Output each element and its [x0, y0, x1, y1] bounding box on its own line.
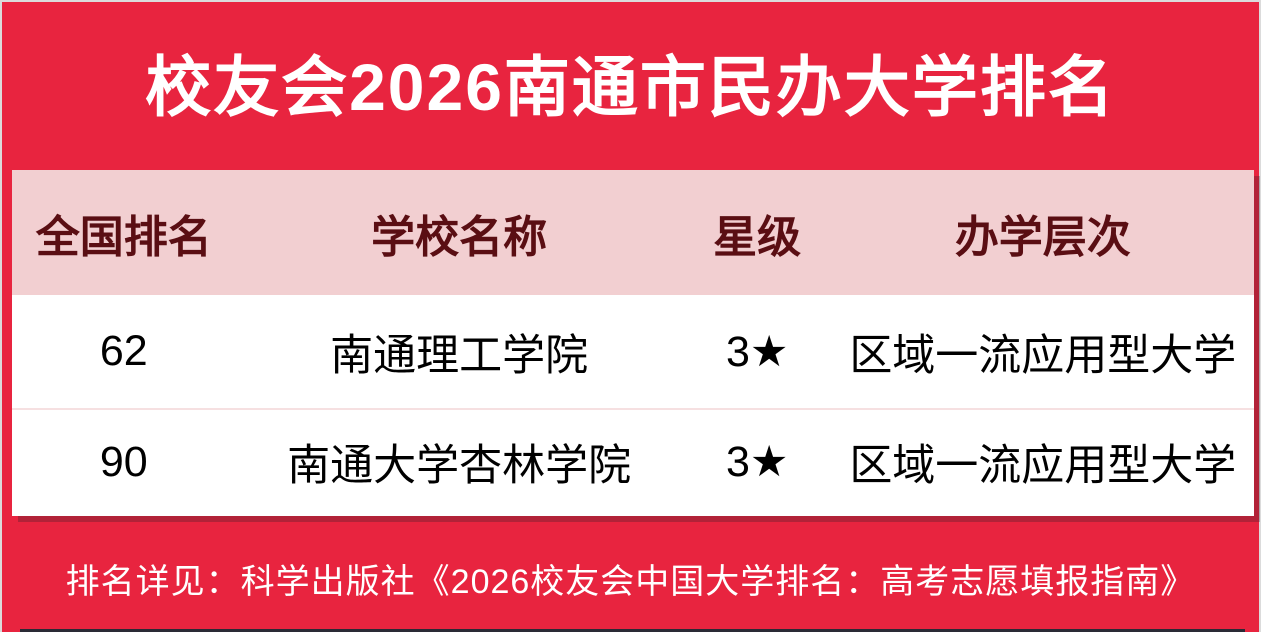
footnote: 排名详见：科学出版社《2026校友会中国大学排名：高考志愿填报指南》: [65, 563, 1196, 601]
cell-star-level: 3★: [725, 438, 789, 486]
ranking-table: 全国排名 学校名称 星级 办学层次 62 南通理工学院 3★ 区域一流应用型大学…: [12, 170, 1254, 516]
cell-national-rank: 90: [99, 437, 148, 486]
page-title: 校友会2026南通市民办大学排名: [145, 50, 1116, 124]
bottom-shadow-line: [20, 629, 1245, 632]
table-header-row: 全国排名 学校名称 星级 办学层次: [12, 170, 1254, 295]
cell-star-level: 3★: [725, 327, 789, 376]
cell-education-level: 区域一流应用型大学: [849, 331, 1237, 380]
cell-national-rank: 62: [99, 327, 148, 375]
column-header-star-level: 星级: [713, 212, 802, 262]
cell-education-level: 区域一流应用型大学: [849, 442, 1237, 490]
cell-school-name: 南通大学杏林学院: [287, 442, 632, 490]
column-header-school-name: 学校名称: [371, 212, 548, 262]
column-header-education-level: 办学层次: [954, 212, 1131, 262]
cell-school-name: 南通理工学院: [330, 331, 589, 380]
table-row: 90 南通大学杏林学院 3★ 区域一流应用型大学: [12, 410, 1254, 514]
table-row: 62 南通理工学院 3★ 区域一流应用型大学: [12, 295, 1254, 410]
column-header-national-rank: 全国排名: [35, 212, 212, 262]
